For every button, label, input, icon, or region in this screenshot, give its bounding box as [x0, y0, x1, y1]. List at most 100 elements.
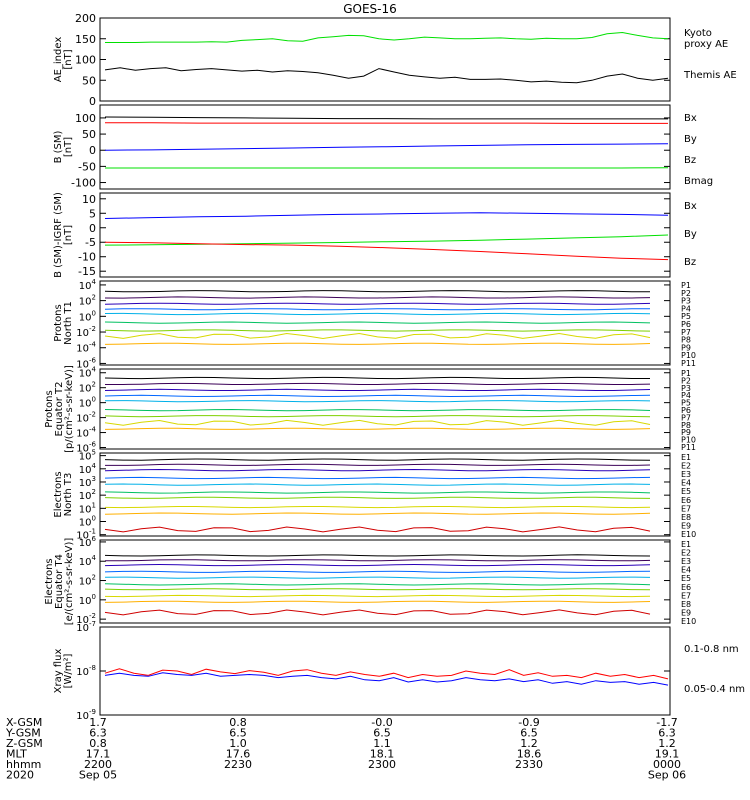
y-tick-label: 103 — [79, 475, 96, 489]
channel-line-e6 — [104, 491, 651, 494]
y-tick-label: -5 — [85, 236, 96, 249]
channel-label: P6 — [681, 320, 691, 329]
y-tick-label: 10-1 — [76, 528, 96, 542]
series-line-bz — [105, 122, 668, 124]
channel-label: P4 — [681, 304, 691, 313]
ephemeris-value: 1.2 — [520, 737, 538, 750]
y-tick-label: -10 — [78, 251, 96, 264]
y-tick-label: 10-6 — [76, 356, 96, 370]
series-label: Bx — [684, 201, 697, 212]
y-tick-label: 10-4 — [76, 426, 96, 440]
ephemeris-value: 1.1 — [373, 737, 391, 750]
channel-line-e8 — [104, 506, 651, 509]
channel-line-e10 — [104, 609, 651, 616]
channel-line-p9 — [104, 342, 651, 345]
y-axis-label: AE_index[nT] — [53, 37, 74, 83]
y-tick-label: 104 — [79, 278, 97, 292]
panel-frame — [99, 17, 671, 102]
series-label: 0.1-0.8 nm — [684, 644, 739, 655]
ephemeris-value: 0.8 — [229, 716, 247, 729]
channel-label: E6 — [681, 583, 691, 592]
ephemeris-row: Z-GSM 0.8 1.0 1.1 1.2 1.2 — [6, 737, 676, 750]
channel-label: P10 — [681, 351, 696, 360]
ephemeris-value: 1.7 — [89, 716, 107, 729]
channel-line-e5 — [104, 576, 651, 579]
plot-area — [104, 376, 651, 430]
channel-line-e6 — [104, 583, 651, 586]
channel-line-e9 — [104, 600, 651, 603]
channel-line-e9 — [104, 512, 651, 515]
ephemeris-value: 1.2 — [658, 737, 676, 750]
channel-label: P5 — [681, 312, 691, 321]
series-line-bmag — [104, 116, 668, 120]
channel-line-p1 — [104, 376, 650, 380]
channel-label: E9 — [681, 608, 691, 617]
channel-label: P1 — [681, 369, 691, 378]
y-tick-label: 200 — [75, 12, 96, 25]
y-tick-label: 102 — [79, 381, 96, 395]
y-tick-label: -50 — [78, 160, 96, 173]
channel-line-e10 — [104, 526, 651, 533]
y-tick-label: 10 — [82, 193, 96, 206]
y-tick-label: 104 — [79, 462, 97, 476]
channel-label: E2 — [681, 549, 691, 558]
series-label: 0.05-0.4 nm — [684, 684, 745, 695]
ephemeris-value: 0000 — [653, 758, 681, 771]
series-line-bx — [104, 212, 669, 219]
ephemeris-value: Sep 06 — [648, 769, 686, 782]
channel-label: P6 — [681, 406, 691, 415]
y-tick-label: 100 — [79, 515, 96, 529]
ephemeris-value: 19.1 — [655, 748, 680, 761]
ephemeris-table: X-GSM 1.7 0.8 -0.0 -0.9 -1.7 Y-GSM 6.3 6.5 6.5 6.5… — [5, 716, 686, 782]
channel-line-p7 — [104, 415, 651, 418]
channel-line-e2 — [105, 463, 651, 466]
series-line-0-05-0-4-nm — [104, 672, 669, 686]
ephemeris-value: 2330 — [515, 758, 543, 771]
y-tick-label: 104 — [79, 554, 97, 568]
panel-frame — [99, 626, 671, 716]
ephemeris-row-label: hhmm — [6, 758, 41, 771]
channel-label: P3 — [681, 297, 691, 306]
ephemeris-value: 6.3 — [89, 727, 107, 740]
ephemeris-row: X-GSM 1.7 0.8 -0.0 -0.9 -1.7 — [6, 716, 678, 729]
channel-label: E5 — [681, 574, 691, 583]
channel-line-p7 — [104, 329, 651, 332]
y-tick-label: 10-4 — [76, 341, 96, 355]
ephemeris-value: 2200 — [84, 758, 112, 771]
ephemeris-value: -1.7 — [656, 716, 677, 729]
channel-line-e1 — [104, 458, 651, 461]
channel-line-p4 — [104, 308, 651, 311]
channel-line-p8 — [104, 419, 651, 426]
channel-label: P10 — [681, 436, 696, 445]
series-label: Bx — [684, 113, 697, 124]
y-tick-label: 0 — [89, 95, 96, 108]
channel-line-p2 — [104, 296, 651, 299]
panel-frame — [99, 539, 671, 624]
channel-line-p5 — [104, 312, 651, 316]
series-label: Bmag — [684, 176, 713, 187]
ephemeris-value: 6.5 — [520, 727, 538, 740]
channel-line-e3 — [104, 563, 651, 567]
channel-label: E7 — [681, 504, 691, 513]
channel-label: P2 — [681, 289, 691, 298]
channel-label: E5 — [681, 487, 691, 496]
channel-line-e7 — [104, 588, 651, 591]
ephemeris-value: 2230 — [224, 758, 252, 771]
y-tick-label: 0 — [89, 222, 96, 235]
panel-3: -15-10 -50 510 B (SM)-IGRF (SM)[nT] Bx By Bz — [53, 192, 697, 278]
y-tick-label: 105 — [79, 449, 96, 463]
ephemeris-row: 2020 Sep 05 Sep 06 — [6, 769, 686, 782]
ephemeris-row-label: Z-GSM — [6, 737, 43, 750]
y-tick-label: 100 — [75, 112, 96, 125]
ephemeris-value: 6.5 — [229, 727, 247, 740]
channel-label: P8 — [681, 336, 691, 345]
series-line-bx — [104, 143, 669, 151]
y-tick-label: 10-8 — [76, 664, 96, 678]
y-tick-label: 10-9 — [76, 708, 96, 722]
channel-line-p4 — [104, 394, 651, 398]
channel-line-p3 — [104, 388, 651, 391]
